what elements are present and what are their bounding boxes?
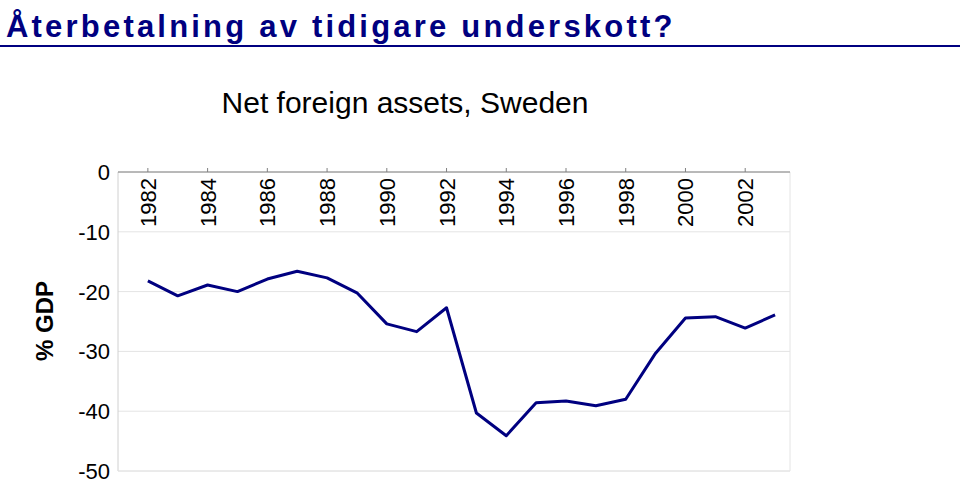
x-tick-label: 1984: [196, 178, 221, 227]
data-line: [148, 271, 775, 435]
x-tick-label: 1994: [494, 178, 519, 227]
y-axis-label: % GDP: [31, 281, 58, 361]
grid-line: [118, 291, 790, 292]
grid-line: [118, 231, 790, 232]
grid-line: [118, 351, 790, 352]
x-tick: [745, 168, 746, 172]
y-axis-line: [118, 172, 119, 471]
y-tick-label: -40: [78, 399, 110, 424]
y-tick-label: -20: [78, 280, 110, 305]
y-tick-label: 0: [98, 160, 110, 185]
x-tick-label: 2002: [733, 178, 758, 227]
x-tick-label: 1996: [554, 178, 579, 227]
grid-line: [118, 471, 790, 472]
x-tick: [446, 168, 447, 172]
title: Återbetalning av tidigare underskott?: [6, 9, 676, 44]
x-axis-line: [118, 172, 790, 173]
x-tick-label: 1986: [255, 178, 280, 227]
x-tick: [267, 168, 268, 172]
plot-area: [148, 271, 775, 435]
plot-frame: [118, 471, 790, 472]
x-tick-label: 1988: [315, 178, 340, 227]
chart-root: Återbetalning av tidigare underskott? Net…: [0, 0, 960, 483]
x-tick-label: 1990: [375, 178, 400, 227]
x-tick: [566, 168, 567, 172]
x-tick: [625, 168, 626, 172]
grid-line: [118, 172, 790, 173]
x-tick: [327, 168, 328, 172]
y-tick-label: -10: [78, 220, 110, 245]
plot-frame: [790, 172, 791, 471]
x-tick: [147, 168, 148, 172]
x-tick-label: 1982: [136, 178, 161, 227]
x-tick: [506, 168, 507, 172]
y-tick-label: -30: [78, 339, 110, 364]
x-tick: [386, 168, 387, 172]
y-tick-label: -50: [78, 459, 110, 483]
x-tick: [207, 168, 208, 172]
subtitle: Net foreign assets, Sweden: [222, 86, 589, 119]
x-tick-label: 1992: [435, 178, 460, 227]
x-tick-label: 2000: [673, 178, 698, 227]
x-tick-label: 1998: [614, 178, 639, 227]
grid-line: [118, 411, 790, 412]
x-tick: [685, 168, 686, 172]
title-rule: [0, 45, 960, 47]
